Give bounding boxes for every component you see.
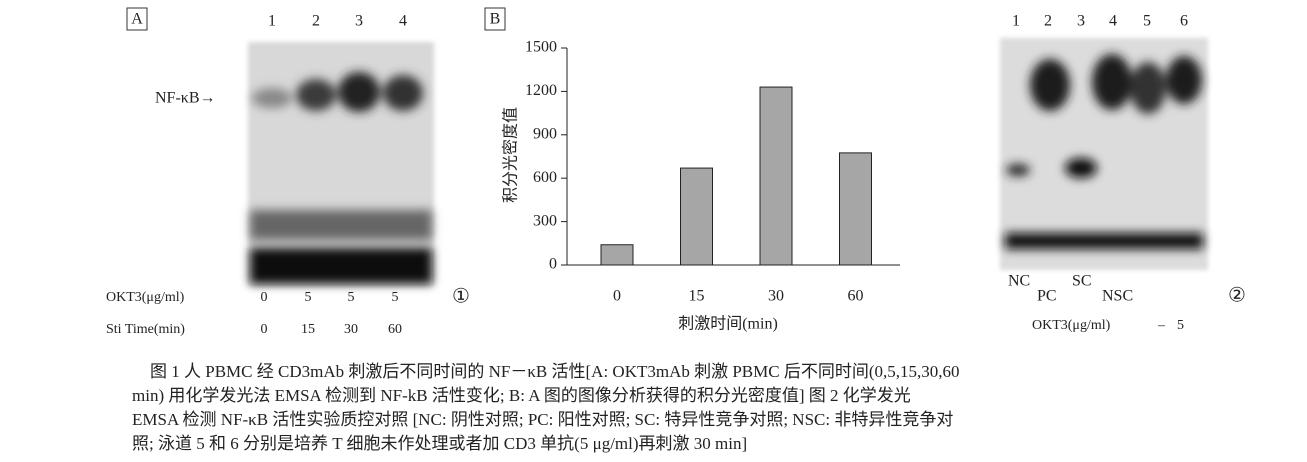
band-label: NF-κB→ bbox=[155, 90, 216, 107]
bar bbox=[681, 168, 713, 265]
control-label: PC bbox=[1037, 288, 1057, 305]
panel-label: A bbox=[131, 11, 143, 28]
row-value: 5 bbox=[305, 290, 312, 305]
row-value: 5 bbox=[392, 290, 399, 305]
lane-number: 4 bbox=[399, 13, 407, 30]
caption-line: EMSA 检测 NF-κB 活性实验质控对照 [NC: 阴性对照; PC: 阳性… bbox=[132, 410, 953, 429]
row-label: OKT3(μg/ml) bbox=[106, 290, 185, 305]
lane-number: 2 bbox=[312, 13, 320, 30]
x-axis-title: 刺激时间(min) bbox=[678, 315, 778, 333]
lane-number: 1 bbox=[268, 13, 276, 30]
lane-number: 3 bbox=[355, 13, 363, 30]
okt3-value: – bbox=[1157, 318, 1166, 333]
x-tick-label: 0 bbox=[613, 288, 621, 305]
figure-mark: ① bbox=[452, 286, 470, 308]
control-label: SC bbox=[1072, 273, 1092, 290]
y-axis-title: 积分光密度值 bbox=[502, 107, 520, 203]
row-value: 5 bbox=[348, 290, 355, 305]
lane-numbers-2: 1 2 3 4 5 6 bbox=[1012, 13, 1188, 30]
x-tick-label: 15 bbox=[689, 288, 705, 305]
bar bbox=[840, 153, 872, 265]
lane-number: 2 bbox=[1044, 13, 1052, 30]
bar-chart: 0 300 600 900 1200 1500 0 15 30 60 bbox=[525, 39, 900, 305]
bar bbox=[601, 245, 633, 265]
y-tick-label: 1500 bbox=[525, 39, 557, 56]
row-value: 15 bbox=[301, 322, 315, 337]
lane-number: 6 bbox=[1180, 13, 1188, 30]
caption-line: 照; 泳道 5 和 6 分别是培养 T 细胞未作处理或者加 CD3 单抗(5 μ… bbox=[132, 434, 747, 453]
row-label: Sti Time(min) bbox=[106, 322, 185, 337]
caption-line: min) 用化学发光法 EMSA 检测到 NF-kB 活性变化; B: A 图的… bbox=[132, 386, 911, 405]
lane-number: 4 bbox=[1109, 13, 1117, 30]
okt3-label: OKT3(μg/ml) bbox=[1032, 318, 1111, 333]
row-value: 0 bbox=[261, 322, 268, 337]
lane-number: 1 bbox=[1012, 13, 1020, 30]
caption-line: 图 1 人 PBMC 经 CD3mAb 刺激后不同时间的 NF－κB 活性[A:… bbox=[150, 362, 960, 381]
control-label: NC bbox=[1008, 273, 1030, 290]
figure-mark: ② bbox=[1228, 285, 1246, 307]
caption: 图 1 人 PBMC 经 CD3mAb 刺激后不同时间的 NF－κB 活性[A:… bbox=[132, 362, 960, 453]
row-value: 30 bbox=[344, 322, 358, 337]
y-tick-label: 0 bbox=[549, 256, 557, 273]
figure: A 123405550153060 NF-κB→ OKT3(μg/ml) Sti… bbox=[0, 0, 1307, 462]
panel-label: B bbox=[490, 11, 501, 28]
okt3-value: 5 bbox=[1177, 318, 1184, 333]
bar bbox=[760, 87, 792, 265]
x-tick-label: 60 bbox=[848, 288, 864, 305]
page: {"panel_a": {"label": "A", "lanes": [1, … bbox=[0, 0, 1307, 462]
lane-number: 5 bbox=[1143, 13, 1151, 30]
row-value: 0 bbox=[261, 290, 268, 305]
x-tick-label: 30 bbox=[768, 288, 784, 305]
y-tick-label: 600 bbox=[533, 169, 557, 186]
row-value: 60 bbox=[388, 322, 402, 337]
y-tick-label: 900 bbox=[533, 125, 557, 142]
lane-number: 3 bbox=[1077, 13, 1085, 30]
y-tick-label: 1200 bbox=[525, 82, 557, 99]
y-tick-label: 300 bbox=[533, 212, 557, 229]
control-label: NSC bbox=[1102, 288, 1133, 305]
